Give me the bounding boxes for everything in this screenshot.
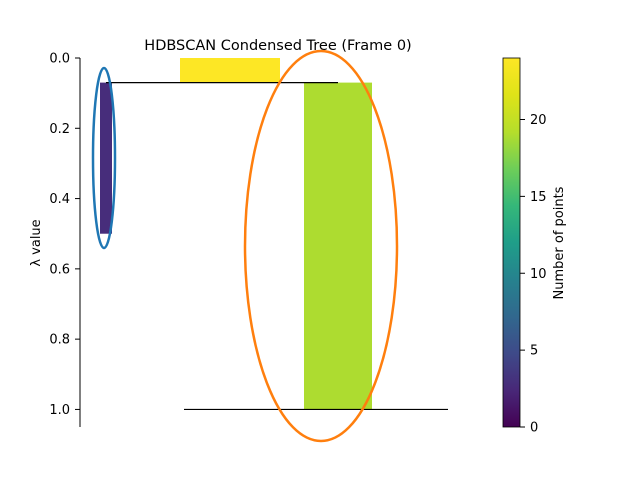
colorbar-tick-label: 15 xyxy=(530,190,547,205)
colorbar: 0 5 10 15 20 Number of points xyxy=(502,57,567,436)
y-tick-label: 0.6 xyxy=(49,262,70,277)
colorbar-label: Number of points xyxy=(552,186,567,299)
branch-root xyxy=(180,58,280,83)
colorbar-tick-label: 0 xyxy=(530,421,538,436)
colorbar-tick-label: 10 xyxy=(530,267,547,282)
y-tick-label: 0.8 xyxy=(49,333,70,348)
selection-ellipse-left xyxy=(91,66,117,250)
branch-cluster-left xyxy=(100,82,112,234)
y-tick-label: 0.0 xyxy=(49,52,70,67)
y-tick-label: 0.4 xyxy=(49,192,70,207)
colorbar-tick-label: 20 xyxy=(530,113,547,128)
y-tick-label: 1.0 xyxy=(49,403,70,418)
split-lines xyxy=(106,81,448,411)
y-axis: 0.0 0.2 0.4 0.6 0.8 1.0 xyxy=(49,52,81,427)
tree-branches xyxy=(100,58,372,410)
colorbar-tick-label: 5 xyxy=(530,344,538,359)
branch-cluster-right xyxy=(304,82,372,410)
y-tick-label: 0.2 xyxy=(49,122,70,137)
selection-ellipse-right xyxy=(243,49,399,443)
chart-title: HDBSCAN Condensed Tree (Frame 0) xyxy=(144,38,411,54)
y-axis-label: λ value xyxy=(29,219,44,266)
colorbar-gradient xyxy=(502,57,521,428)
